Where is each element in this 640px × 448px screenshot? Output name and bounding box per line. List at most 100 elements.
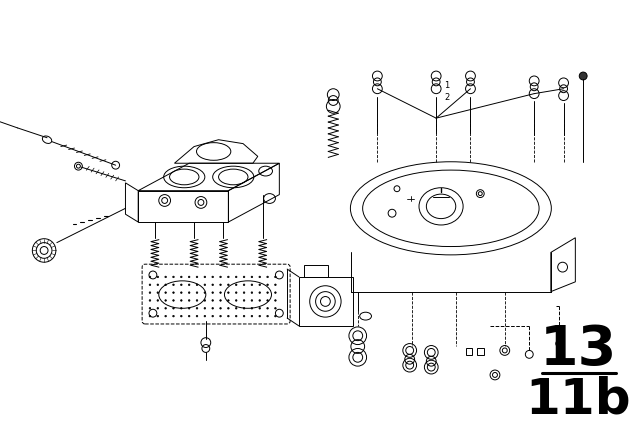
Circle shape [267, 307, 268, 309]
Bar [465, 349, 472, 355]
Circle shape [251, 276, 253, 278]
Circle shape [236, 292, 237, 293]
Circle shape [267, 315, 268, 317]
Circle shape [212, 292, 214, 293]
Circle shape [157, 276, 159, 278]
Circle shape [267, 300, 268, 301]
Circle shape [196, 276, 198, 278]
Circle shape [251, 315, 253, 317]
Circle shape [243, 292, 245, 293]
Circle shape [149, 284, 151, 285]
Circle shape [228, 292, 229, 293]
Circle shape [165, 284, 166, 285]
Circle shape [275, 300, 276, 301]
Bar [477, 349, 484, 355]
Circle shape [267, 276, 268, 278]
Circle shape [149, 276, 151, 278]
Circle shape [165, 292, 166, 293]
Circle shape [228, 307, 229, 309]
Circle shape [259, 315, 260, 317]
Text: 1: 1 [444, 81, 449, 90]
Circle shape [212, 284, 214, 285]
Circle shape [157, 307, 159, 309]
Circle shape [173, 292, 174, 293]
Circle shape [157, 315, 159, 317]
Circle shape [212, 276, 214, 278]
Circle shape [157, 284, 159, 285]
Circle shape [180, 284, 182, 285]
Circle shape [173, 300, 174, 301]
Circle shape [251, 292, 253, 293]
Circle shape [204, 307, 205, 309]
Circle shape [180, 292, 182, 293]
Circle shape [267, 284, 268, 285]
Circle shape [204, 300, 205, 301]
Circle shape [251, 284, 253, 285]
Circle shape [236, 276, 237, 278]
Circle shape [259, 276, 260, 278]
Circle shape [165, 300, 166, 301]
Circle shape [243, 284, 245, 285]
Circle shape [259, 307, 260, 309]
Circle shape [165, 307, 166, 309]
Circle shape [204, 315, 205, 317]
Circle shape [236, 284, 237, 285]
Circle shape [196, 315, 198, 317]
Circle shape [243, 307, 245, 309]
Circle shape [579, 72, 587, 80]
Circle shape [204, 292, 205, 293]
Circle shape [157, 292, 159, 293]
Text: 13: 13 [540, 323, 617, 377]
Circle shape [149, 292, 151, 293]
Circle shape [196, 292, 198, 293]
Circle shape [188, 307, 190, 309]
Circle shape [220, 315, 221, 317]
Circle shape [220, 276, 221, 278]
Circle shape [275, 276, 276, 278]
Circle shape [173, 315, 174, 317]
Text: 11b: 11b [525, 375, 631, 423]
Circle shape [236, 315, 237, 317]
Circle shape [243, 276, 245, 278]
Circle shape [251, 307, 253, 309]
Circle shape [188, 284, 190, 285]
Circle shape [157, 300, 159, 301]
Circle shape [165, 315, 166, 317]
Circle shape [228, 315, 229, 317]
Circle shape [173, 307, 174, 309]
Circle shape [220, 300, 221, 301]
Circle shape [188, 276, 190, 278]
Circle shape [212, 300, 214, 301]
Circle shape [267, 292, 268, 293]
Circle shape [188, 300, 190, 301]
Circle shape [212, 307, 214, 309]
Circle shape [180, 315, 182, 317]
Circle shape [236, 300, 237, 301]
Circle shape [188, 315, 190, 317]
Circle shape [251, 300, 253, 301]
Circle shape [228, 284, 229, 285]
Circle shape [220, 284, 221, 285]
Circle shape [196, 307, 198, 309]
Circle shape [275, 292, 276, 293]
Circle shape [180, 300, 182, 301]
Circle shape [236, 307, 237, 309]
Circle shape [196, 284, 198, 285]
Circle shape [243, 315, 245, 317]
Circle shape [165, 276, 166, 278]
Circle shape [228, 276, 229, 278]
Circle shape [220, 292, 221, 293]
Circle shape [259, 292, 260, 293]
Circle shape [275, 315, 276, 317]
Circle shape [180, 307, 182, 309]
Circle shape [188, 292, 190, 293]
Circle shape [204, 276, 205, 278]
Circle shape [275, 284, 276, 285]
Circle shape [212, 315, 214, 317]
Circle shape [180, 276, 182, 278]
Circle shape [149, 300, 151, 301]
Circle shape [228, 300, 229, 301]
Circle shape [259, 300, 260, 301]
Circle shape [259, 284, 260, 285]
Circle shape [243, 300, 245, 301]
